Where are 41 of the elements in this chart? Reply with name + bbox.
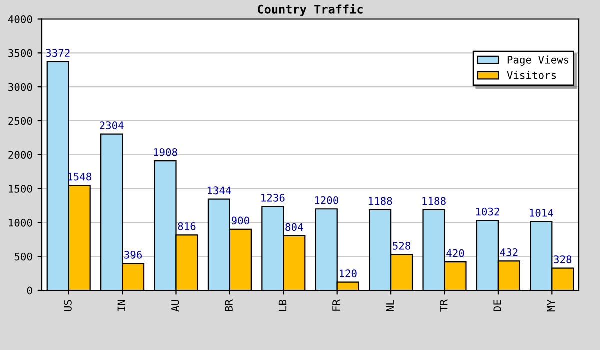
x-tick-label: NL bbox=[386, 300, 394, 312]
y-tick-label: 2500 bbox=[8, 117, 32, 126]
data-label: 816 bbox=[178, 222, 196, 230]
data-label: 804 bbox=[286, 223, 304, 232]
y-tick-label: 500 bbox=[14, 252, 32, 261]
data-label: 120 bbox=[340, 270, 357, 278]
data-label: 1344 bbox=[208, 186, 232, 195]
data-label: 1032 bbox=[476, 208, 500, 216]
x-tick-label: DE bbox=[494, 300, 502, 312]
data-label: 420 bbox=[446, 249, 464, 258]
data-label: 396 bbox=[124, 250, 142, 259]
data-label: 328 bbox=[554, 256, 572, 264]
y-tick-label: 1500 bbox=[9, 185, 32, 193]
y-tick-label: 3500 bbox=[8, 49, 32, 58]
y-tick-label: 1000 bbox=[9, 218, 32, 227]
legend-label: Page Views bbox=[508, 56, 569, 66]
x-tick-label: AU bbox=[172, 300, 180, 312]
data-label: 1200 bbox=[315, 196, 338, 204]
y-tick-label: 0 bbox=[27, 286, 32, 295]
x-tick-label: TR bbox=[440, 300, 448, 312]
x-tick-label: LB bbox=[278, 300, 287, 311]
data-label: 1236 bbox=[262, 194, 285, 202]
x-tick-label: MY bbox=[547, 300, 556, 312]
data-label: 3372 bbox=[46, 49, 70, 58]
x-tick-label: IN bbox=[118, 300, 126, 312]
y-tick-label: 4000 bbox=[8, 16, 32, 24]
data-label: 1014 bbox=[530, 209, 554, 217]
y-tick-label: 2000 bbox=[8, 151, 32, 160]
x-tick-label: US bbox=[64, 300, 72, 312]
data-label: 1188 bbox=[422, 197, 446, 206]
data-label: 1188 bbox=[369, 197, 392, 206]
data-label: 900 bbox=[232, 216, 250, 225]
chart-title: Country Traffic bbox=[258, 4, 363, 16]
y-tick-label: 3000 bbox=[8, 83, 32, 92]
x-tick-label: BR bbox=[225, 300, 233, 312]
data-label: 432 bbox=[500, 248, 518, 256]
data-label: 2304 bbox=[100, 122, 124, 130]
data-label: 1908 bbox=[154, 148, 178, 156]
legend-label: Visitors bbox=[507, 71, 556, 80]
data-label: 528 bbox=[393, 242, 411, 250]
x-tick-label: FR bbox=[332, 300, 340, 311]
